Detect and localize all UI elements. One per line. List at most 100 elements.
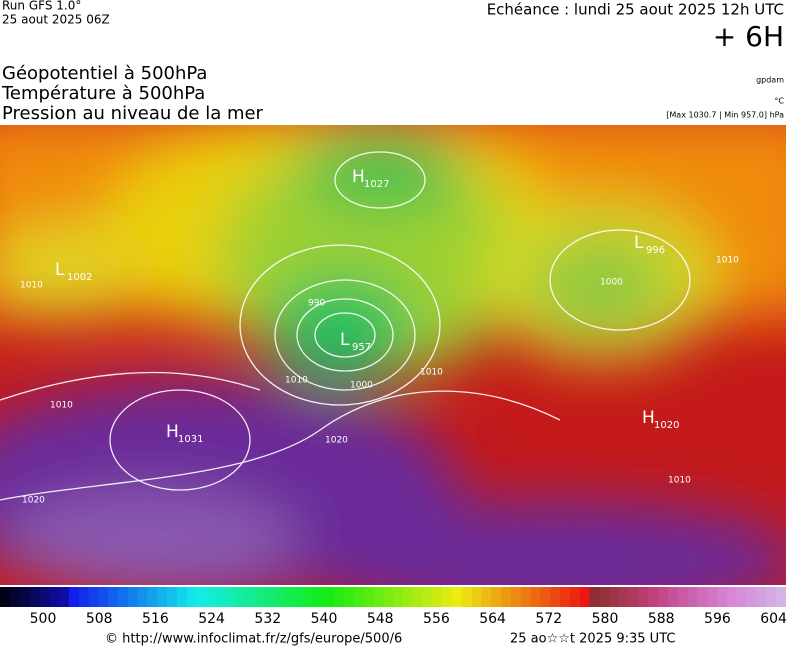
- colorbar-swatch: [216, 587, 227, 607]
- colorbar-swatch: [736, 587, 748, 607]
- center-value: 1027: [364, 179, 389, 190]
- colorbar-swatch: [668, 587, 679, 607]
- colorbar-swatch: [304, 587, 315, 607]
- center-type: H: [352, 167, 365, 187]
- colorbar-swatch: [491, 587, 502, 607]
- colorbar-swatch: [255, 587, 266, 607]
- colorbar-swatch: [530, 587, 541, 607]
- colorbar-swatch: [756, 587, 767, 607]
- colorbar-swatch: [284, 587, 296, 607]
- isobar-label: 1010: [285, 376, 308, 386]
- isobar-label: 1010: [20, 281, 43, 291]
- colorbar-swatch: [717, 587, 728, 607]
- colorbar-swatch: [88, 587, 99, 607]
- colorbar-swatch: [343, 587, 355, 607]
- colorbar-swatch: [29, 587, 40, 607]
- unit: °C: [774, 97, 784, 106]
- colorbar-swatch: [501, 587, 512, 607]
- center-type: L: [340, 330, 350, 350]
- unit: [Max 1030.7 | Min 957.0] hPa: [666, 111, 784, 120]
- isobar-label: 1020: [22, 496, 45, 506]
- colorbar-swatch: [245, 587, 256, 607]
- colorbar-label: 508: [86, 611, 113, 627]
- center-type: H: [166, 422, 179, 442]
- colorbar-swatch: [481, 587, 492, 607]
- colorbar-swatch: [776, 587, 786, 607]
- colorbar-swatch: [540, 587, 551, 607]
- colorbar-swatch: [471, 587, 482, 607]
- colorbar-label: 548: [367, 611, 394, 627]
- colorbar-swatch: [314, 587, 325, 607]
- colorbar-swatch: [550, 587, 561, 607]
- isobar-label: 1020: [325, 436, 348, 446]
- colorbar-swatch: [39, 587, 50, 607]
- colorbar-swatch: [206, 587, 217, 607]
- colorbar-swatch: [294, 587, 306, 607]
- colorbar-label: 604: [760, 611, 786, 627]
- colorbar-swatch: [628, 587, 640, 607]
- colorbar-swatch: [402, 587, 414, 607]
- colorbar-swatch: [560, 587, 571, 607]
- colorbar-swatch: [727, 587, 738, 607]
- colorbar-swatch: [167, 587, 178, 607]
- isobar-labels: 1010 990 1000 1010 1020 1020 1010 1010 1010 1000 1…: [20, 256, 739, 506]
- colorbar-swatch: [147, 587, 158, 607]
- colorbar-swatch: [58, 587, 70, 607]
- colorbar-swatch: [176, 587, 188, 607]
- title: Pression au niveau de la mer: [2, 103, 264, 124]
- colorbar-swatch: [618, 587, 630, 607]
- colorbar-label: 540: [311, 611, 338, 627]
- colorbar-swatch: [275, 587, 286, 607]
- colorbar-swatch: [353, 587, 365, 607]
- colorbar-swatch: [638, 587, 649, 607]
- colorbar-swatch: [196, 587, 207, 607]
- title: Température à 500hPa: [1, 83, 205, 104]
- colorbar-swatch: [766, 587, 777, 607]
- colorbar-swatch: [108, 587, 119, 607]
- colorbar-swatch: [137, 587, 148, 607]
- colorbar-swatch: [225, 587, 237, 607]
- colorbar-swatch: [707, 587, 718, 607]
- colorbar-swatch: [599, 587, 610, 607]
- colorbar-swatch: [677, 587, 689, 607]
- colorbar-swatch: [746, 587, 758, 607]
- colorbar-swatch: [117, 587, 129, 607]
- colorbar-swatch: [334, 587, 345, 607]
- center-type: L: [634, 233, 644, 253]
- echeance: Echéance : lundi 25 aout 2025 12h UTC: [487, 1, 784, 19]
- colorbar-swatch: [461, 587, 473, 607]
- colorbar-swatch: [157, 587, 168, 607]
- colorbar-swatch: [442, 587, 453, 607]
- title: Géopotentiel à 500hPa: [2, 63, 207, 84]
- colorbar-label: 580: [592, 611, 619, 627]
- colorbar-swatch: [9, 587, 21, 607]
- center-value: 957: [352, 342, 371, 353]
- footer-url: © http://www.infoclimat.fr/z/gfs/europe/…: [105, 632, 402, 647]
- colorbar-swatch: [383, 587, 394, 607]
- center-value: 996: [646, 245, 665, 256]
- colorbar-swatch: [510, 587, 522, 607]
- colorbar-swatch: [569, 587, 581, 607]
- colorbar-label: 588: [648, 611, 675, 627]
- isobar-label: 1000: [600, 278, 623, 288]
- colorbar-swatch: [520, 587, 532, 607]
- colorbar-swatch: [648, 587, 659, 607]
- colorbar-label: 596: [704, 611, 731, 627]
- colorbar-label: 500: [30, 611, 57, 627]
- footer-date: 25 ao☆☆t 2025 9:35 UTC: [510, 632, 675, 647]
- colorbar-swatch: [98, 587, 109, 607]
- colorbar-swatch: [658, 587, 669, 607]
- colorbar-swatch: [687, 587, 699, 607]
- isobar-label: 1010: [50, 401, 73, 411]
- colorbar: 500 508 516 524 532 540 548 556 564 572 580 588 596 6…: [0, 587, 786, 627]
- colorbar-swatch: [68, 587, 80, 607]
- offset: + 6H: [713, 20, 784, 53]
- center-value: 1020: [654, 420, 679, 431]
- colorbar-swatch: [451, 587, 463, 607]
- colorbar-swatch: [127, 587, 139, 607]
- colorbar-swatch: [579, 587, 590, 607]
- colorbar-swatch: [19, 587, 30, 607]
- colorbar-label: 524: [198, 611, 225, 627]
